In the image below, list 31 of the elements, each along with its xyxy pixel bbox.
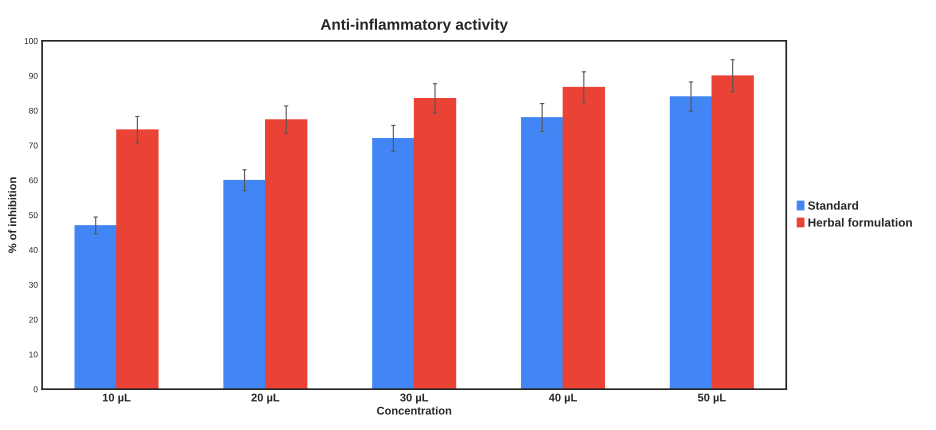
bar — [265, 119, 308, 390]
y-tick-label: 30 — [29, 282, 38, 288]
x-tick-label: 50 µL — [698, 394, 726, 404]
bar — [372, 138, 415, 390]
y-tick-label: 60 — [29, 177, 38, 184]
bar — [562, 86, 606, 390]
bar — [116, 129, 159, 390]
bar — [74, 225, 117, 390]
y-tick-label: 20 — [29, 316, 38, 323]
x-axis-title: Concentration — [376, 406, 452, 415]
chart-title: Anti-inflammatory activity — [320, 18, 508, 33]
legend-label: Herbal formulation — [808, 218, 912, 227]
y-tick-label: 100 — [24, 38, 38, 44]
bar — [711, 75, 754, 390]
x-tick-label: 10 µL — [102, 394, 131, 404]
bar — [223, 180, 266, 390]
y-tick-label: 50 — [29, 212, 38, 218]
y-tick-label: 70 — [29, 142, 38, 148]
y-axis-title: % of inhibition — [8, 177, 16, 253]
y-tick-label: 80 — [29, 108, 38, 114]
y-tick-label: 90 — [29, 72, 38, 79]
bar — [670, 96, 712, 390]
y-tick-label: 0 — [34, 386, 38, 392]
y-tick-label: 10 — [29, 352, 38, 358]
bar — [520, 117, 564, 390]
x-tick-label: 30 µL — [400, 394, 428, 404]
x-tick-label: 40 µL — [548, 394, 577, 404]
x-tick-label: 20 µL — [251, 394, 280, 404]
legend-label: Standard — [808, 201, 858, 210]
bar — [414, 98, 456, 390]
y-tick-label: 40 — [28, 247, 38, 253]
